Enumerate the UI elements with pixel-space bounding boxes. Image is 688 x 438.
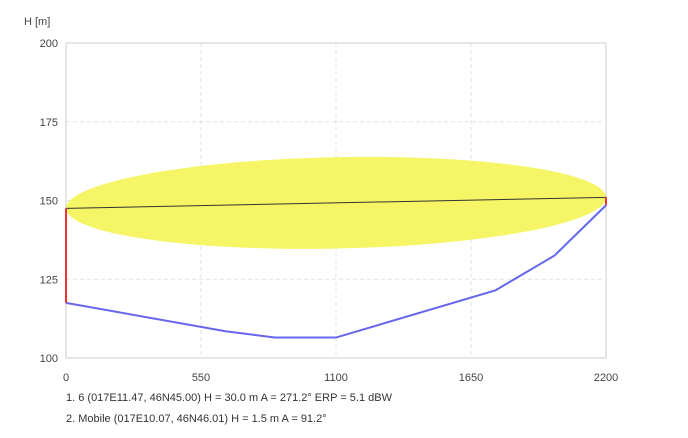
y-tick-label: 150: [40, 196, 58, 208]
x-tick-label: 2200: [594, 372, 618, 384]
y-tick-labels: 100 125 150 175 200: [40, 38, 58, 365]
info-line-transmitter: 1. 6 (017E11.47, 46N45.00) H = 30.0 m A …: [66, 392, 392, 404]
x-tick-label: 1100: [324, 372, 348, 384]
y-tick-label: 125: [40, 274, 58, 286]
info-line-mobile: 2. Mobile (017E10.07, 46N46.01) H = 1.5 …: [66, 413, 327, 425]
y-tick-label: 200: [40, 38, 58, 50]
y-tick-label: 175: [40, 117, 58, 129]
terrain-line: [65, 204, 607, 339]
series-layer: [65, 196, 607, 339]
y-axis-label: H [m]: [24, 16, 50, 28]
x-tick-label: 1650: [459, 372, 483, 384]
x-tick-label: 550: [192, 372, 210, 384]
line-of-sight-line: [65, 196, 607, 209]
y-tick-label: 100: [40, 353, 58, 365]
x-tick-labels: 0 550 1100 1650 2200: [63, 372, 618, 384]
x-tick-label: 0: [63, 372, 69, 384]
